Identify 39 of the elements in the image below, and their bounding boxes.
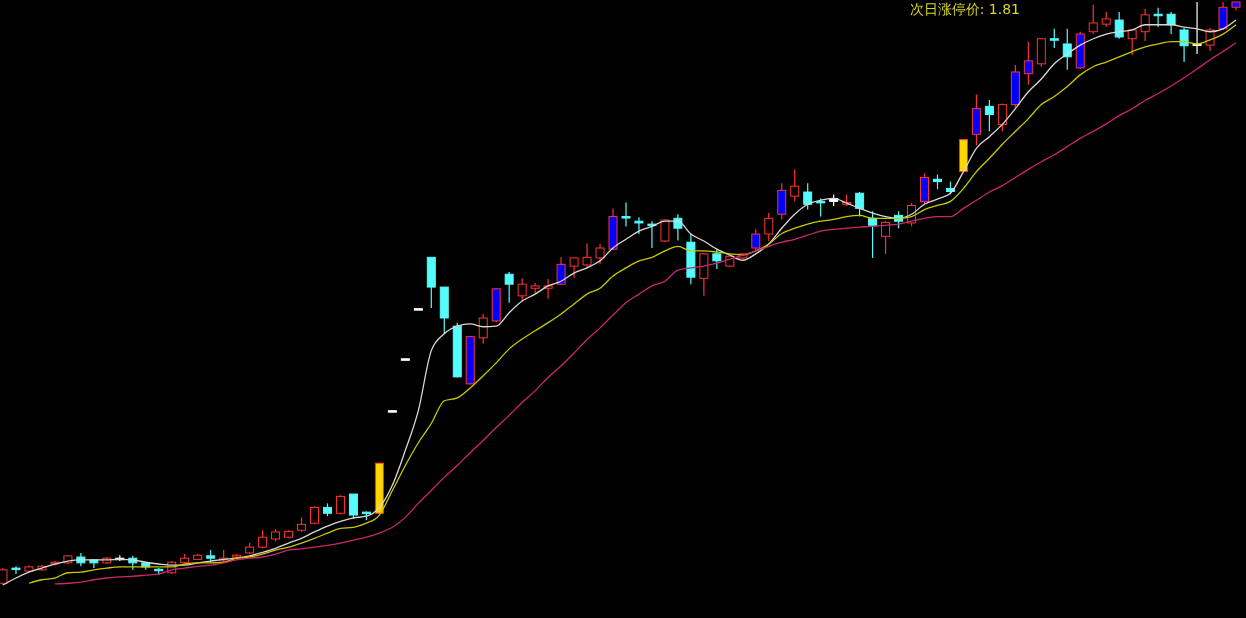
candlestick xyxy=(530,282,540,294)
candlestick xyxy=(997,102,1007,133)
candlestick xyxy=(1127,28,1137,56)
candlestick xyxy=(595,243,605,265)
candlestick xyxy=(1088,4,1098,35)
candlestick xyxy=(803,182,813,211)
candlestick xyxy=(855,191,865,218)
candlestick xyxy=(1114,11,1124,40)
candlestick xyxy=(764,212,774,242)
candlestick xyxy=(673,213,683,242)
candlestick xyxy=(1179,27,1189,63)
candlestick xyxy=(1062,28,1072,71)
candlestick xyxy=(348,493,358,520)
candlestick xyxy=(11,565,21,575)
candlestick xyxy=(1218,1,1228,31)
candlestick xyxy=(582,242,592,269)
candlestick xyxy=(712,248,722,270)
candlestick xyxy=(1153,7,1163,28)
candlestick xyxy=(881,220,891,255)
candlestick xyxy=(777,182,787,221)
candlestick xyxy=(478,313,488,345)
candlestick xyxy=(517,277,527,302)
annotation: 次日涨停价: 1.81 xyxy=(909,1,1020,17)
candlestick xyxy=(790,168,800,202)
candlestick xyxy=(868,210,878,259)
candlestick xyxy=(634,216,644,235)
candlestick xyxy=(621,201,631,228)
candlestick xyxy=(556,256,566,286)
candlestick xyxy=(647,220,657,249)
candlestick xyxy=(816,197,826,218)
candlestick xyxy=(504,271,514,304)
candlestick xyxy=(569,256,579,279)
candlestick xyxy=(1166,11,1176,35)
candlestick xyxy=(1140,8,1150,42)
candlestick xyxy=(984,99,994,133)
candlestick xyxy=(920,172,930,205)
candlestick xyxy=(751,228,761,252)
candlestick xyxy=(1023,41,1033,86)
candlestick xyxy=(1049,28,1059,49)
